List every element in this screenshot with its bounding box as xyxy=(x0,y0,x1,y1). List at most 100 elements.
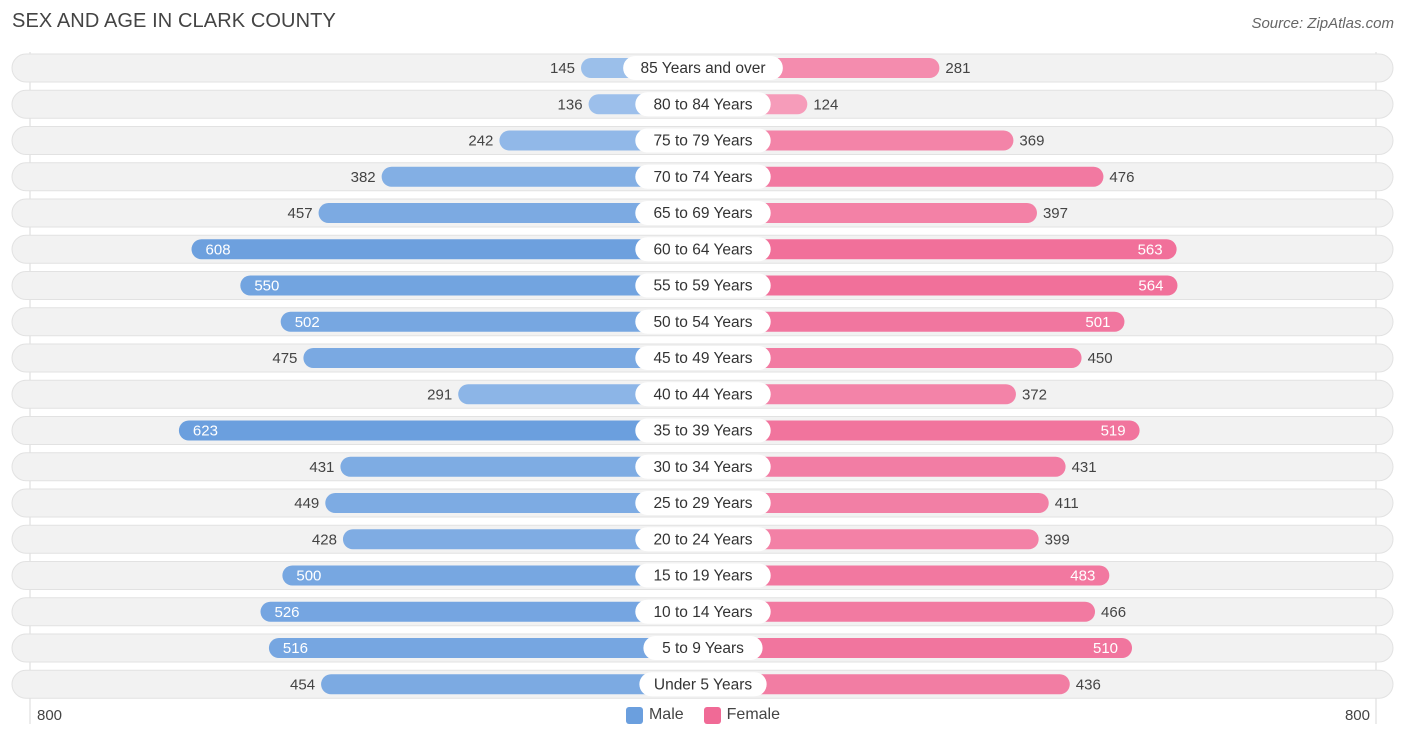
value-label-male: 136 xyxy=(558,96,583,113)
category-label: 5 to 9 Years xyxy=(662,640,744,657)
bar-male xyxy=(340,456,703,477)
category-label-background xyxy=(635,273,771,298)
value-label-male: 608 xyxy=(206,241,231,258)
bar-female xyxy=(703,239,1177,260)
value-label-female: 483 xyxy=(1070,568,1095,585)
value-label-male: 500 xyxy=(296,568,321,585)
bar-female xyxy=(703,384,1016,405)
bar-female xyxy=(703,130,1014,151)
value-label-female: 411 xyxy=(1055,495,1079,512)
category-label-background xyxy=(635,237,771,262)
chart-title: SEX AND AGE IN CLARK COUNTY xyxy=(12,10,336,32)
value-label-female: 563 xyxy=(1138,241,1163,258)
category-label-background xyxy=(643,636,763,660)
value-label-female: 564 xyxy=(1138,278,1163,295)
category-label-background xyxy=(635,454,771,479)
category-label-background xyxy=(635,599,771,624)
value-label-male: 454 xyxy=(290,676,315,693)
category-label: 45 to 49 Years xyxy=(653,350,752,367)
bar-female xyxy=(703,166,1104,187)
value-label-male: 428 xyxy=(312,531,337,548)
value-label-female: 124 xyxy=(813,96,838,113)
value-label-male: 382 xyxy=(351,169,376,186)
bar-female xyxy=(703,565,1110,586)
category-label: 15 to 19 Years xyxy=(653,568,752,585)
bar-male xyxy=(178,420,703,441)
bar-male xyxy=(303,348,703,368)
bar-male xyxy=(280,311,703,332)
bar-male xyxy=(381,166,703,187)
value-label-female: 399 xyxy=(1045,531,1070,548)
category-label-background xyxy=(623,56,783,80)
bar-female xyxy=(703,493,1049,513)
category-label-background xyxy=(639,672,767,697)
value-label-female: 372 xyxy=(1022,386,1047,403)
bar-male xyxy=(325,493,703,513)
value-label-male: 431 xyxy=(309,459,334,476)
bar-female xyxy=(703,456,1066,477)
value-label-female: 466 xyxy=(1101,604,1126,621)
legend-label-male: Male xyxy=(648,706,684,723)
bar-female xyxy=(703,674,1070,695)
category-label-background xyxy=(635,164,771,189)
bar-male xyxy=(282,565,703,586)
category-label-background xyxy=(635,527,771,552)
category-label: 40 to 44 Years xyxy=(653,386,752,403)
bar-female xyxy=(703,311,1125,332)
category-label-background xyxy=(635,92,771,117)
value-label-female: 519 xyxy=(1101,423,1126,440)
bar-female xyxy=(703,420,1140,441)
legend: Male Female xyxy=(0,706,1406,724)
value-label-male: 516 xyxy=(283,640,308,657)
bar-male xyxy=(318,203,703,223)
value-label-male: 145 xyxy=(550,60,575,77)
bar-female xyxy=(703,203,1037,223)
legend-swatch-female xyxy=(703,706,721,724)
category-label: 75 to 79 Years xyxy=(653,133,752,150)
category-label-background xyxy=(635,128,771,153)
source-label: Source: ZipAtlas.com xyxy=(1251,15,1394,32)
value-label-male: 457 xyxy=(288,205,313,222)
value-label-male: 526 xyxy=(275,604,300,621)
value-label-male: 449 xyxy=(294,495,319,512)
category-label-background xyxy=(635,491,771,515)
legend-item-male[interactable]: Male xyxy=(625,706,684,724)
value-label-male: 623 xyxy=(193,423,218,440)
axis-label-left: 800 xyxy=(37,707,63,724)
value-label-female: 436 xyxy=(1076,676,1101,693)
category-label-background xyxy=(635,382,771,407)
bar-male xyxy=(260,601,703,622)
category-label: 65 to 69 Years xyxy=(653,205,752,222)
bar-male xyxy=(240,275,703,296)
value-label-male: 291 xyxy=(427,386,452,403)
category-label: 60 to 64 Years xyxy=(653,241,752,258)
category-label: Under 5 Years xyxy=(654,676,752,693)
category-label-background xyxy=(635,309,771,334)
value-label-male: 242 xyxy=(468,133,493,150)
legend-item-female[interactable]: Female xyxy=(703,706,781,724)
category-label: 50 to 54 Years xyxy=(653,314,752,331)
category-label: 85 Years and over xyxy=(641,60,766,77)
value-label-female: 369 xyxy=(1019,133,1044,150)
bar-male xyxy=(268,638,703,658)
legend-label-female: Female xyxy=(726,706,781,723)
category-label: 70 to 74 Years xyxy=(653,169,752,186)
value-label-female: 510 xyxy=(1093,640,1118,657)
bar-male xyxy=(191,239,703,260)
value-label-female: 281 xyxy=(945,60,970,77)
bar-female xyxy=(703,348,1082,368)
category-label: 35 to 39 Years xyxy=(653,423,752,440)
bar-female xyxy=(703,601,1096,622)
category-label-background xyxy=(635,201,771,225)
value-label-female: 450 xyxy=(1088,350,1113,367)
value-label-male: 502 xyxy=(295,314,320,331)
category-label-background xyxy=(635,346,771,370)
value-label-male: 475 xyxy=(272,350,297,367)
bar-female xyxy=(703,529,1039,550)
category-label: 55 to 59 Years xyxy=(653,278,752,295)
category-label: 25 to 29 Years xyxy=(653,495,752,512)
bar-female xyxy=(703,638,1133,658)
value-label-male: 550 xyxy=(254,278,279,295)
category-label: 80 to 84 Years xyxy=(653,96,752,113)
